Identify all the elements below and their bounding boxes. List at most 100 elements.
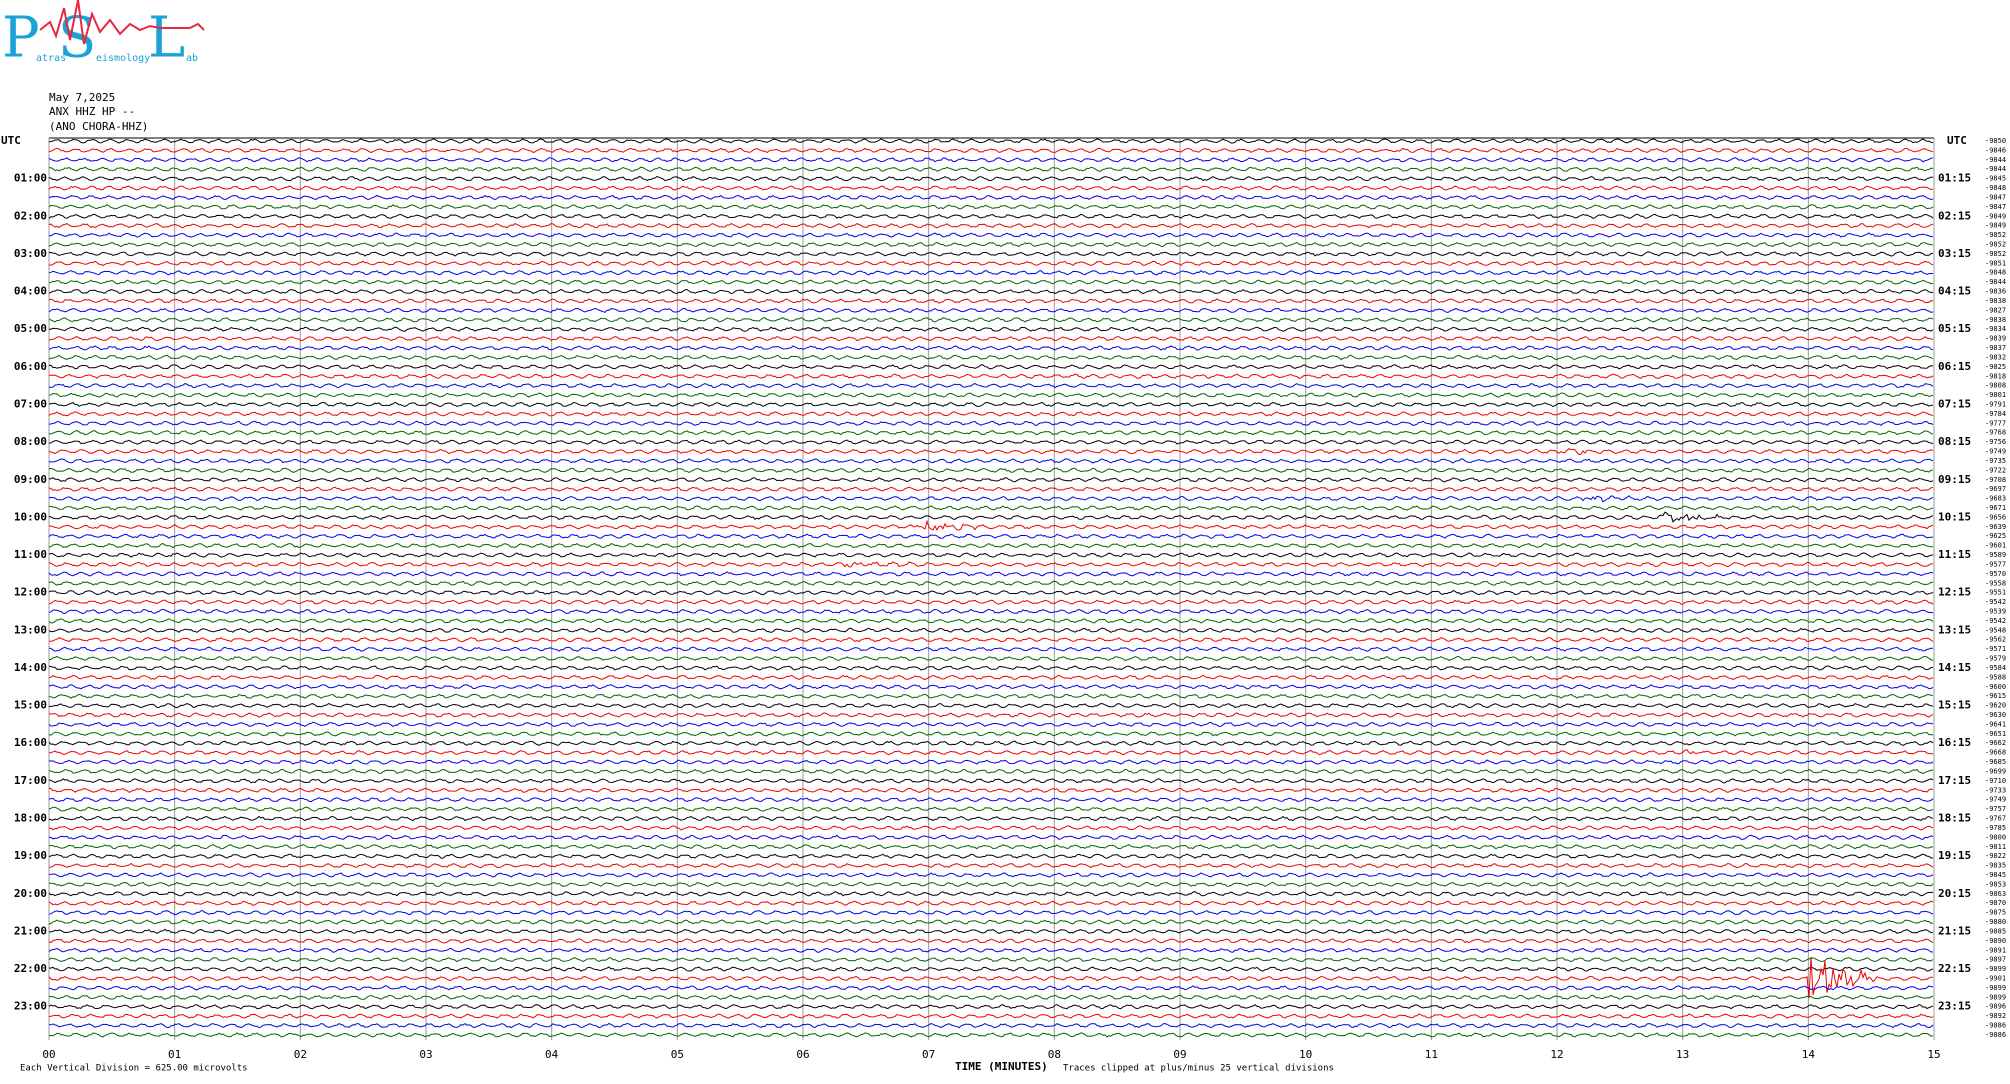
left-axis-title: UTC [1, 134, 21, 147]
left-time-label: 03:00 [14, 247, 47, 260]
offset-label: -9548 [1985, 626, 2006, 634]
trace [48, 778, 1934, 784]
left-time-label: 15:00 [14, 699, 47, 712]
offset-label: -9837 [1985, 344, 2006, 352]
trace [48, 147, 1934, 154]
offset-label: -9588 [1985, 673, 2006, 681]
offset-label: -9899 [1985, 984, 2006, 992]
trace [48, 467, 1934, 473]
x-tick-label: 07 [922, 1048, 935, 1061]
offset-label: -9749 [1985, 796, 2006, 804]
offset-label: -9844 [1985, 278, 2006, 286]
trace [49, 797, 1934, 803]
trace [48, 938, 1934, 944]
offset-label: -9784 [1985, 410, 2006, 418]
right-time-label: 06:15 [1938, 360, 1971, 373]
x-tick-label: 06 [796, 1048, 809, 1061]
offset-label: -9848 [1985, 184, 2006, 192]
offset-label: -9558 [1985, 579, 2006, 587]
trace [48, 1032, 1934, 1038]
left-time-label: 04:00 [14, 285, 47, 298]
trace [48, 1013, 1934, 1019]
offset-label: -9890 [1985, 937, 2006, 945]
right-time-label: 21:15 [1938, 924, 1971, 937]
offset-label: -9785 [1985, 824, 2006, 832]
trace [48, 768, 1934, 775]
offset-label: -9800 [1985, 833, 2006, 841]
offset-label: -9886 [1985, 1022, 2006, 1030]
right-time-label: 11:15 [1938, 548, 1971, 561]
x-tick-label: 05 [671, 1048, 684, 1061]
left-time-label: 14:00 [14, 661, 47, 674]
offset-label: -9891 [1985, 946, 2006, 954]
logo-word: eismology [96, 53, 150, 64]
offset-label: -9818 [1985, 372, 2006, 380]
left-time-label: 20:00 [14, 887, 47, 900]
trace [48, 627, 1934, 634]
trace [48, 891, 1934, 897]
offset-label: -9656 [1985, 513, 2006, 521]
offset-label: -9899 [1985, 993, 2006, 1001]
offset-label: -9668 [1985, 749, 2006, 757]
offset-label: -9852 [1985, 241, 2006, 249]
trace [48, 1004, 1934, 1010]
trace [48, 655, 1934, 662]
offset-label: -9562 [1985, 636, 2006, 644]
right-time-label: 15:15 [1938, 699, 1971, 712]
offset-label: -9683 [1985, 495, 2006, 503]
trace [48, 383, 1934, 389]
trace [48, 251, 1934, 257]
offset-label: -9848 [1985, 269, 2006, 277]
offset-label: -9589 [1985, 551, 2006, 559]
trace [48, 956, 1934, 999]
offset-label: -9885 [1985, 927, 2006, 935]
offset-label: -9853 [1985, 880, 2006, 888]
trace [48, 731, 1934, 737]
offset-label: -9584 [1985, 664, 2006, 672]
offset-label: -9601 [1985, 542, 2006, 550]
trace [48, 900, 1934, 906]
offset-label: -9896 [1985, 1003, 2006, 1011]
trace [48, 439, 1934, 445]
right-time-label: 14:15 [1938, 661, 1971, 674]
offset-label: -9551 [1985, 589, 2006, 597]
right-time-label: 08:15 [1938, 435, 1971, 448]
left-time-label: 22:00 [14, 962, 47, 975]
trace [48, 693, 1934, 699]
x-tick-label: 10 [1299, 1048, 1312, 1061]
offset-label: -9767 [1985, 815, 2006, 823]
offset-label: -9851 [1985, 259, 2006, 267]
trace [48, 759, 1934, 765]
left-time-label: 08:00 [14, 435, 47, 448]
trace [48, 966, 1934, 972]
offset-label: -9899 [1985, 965, 2006, 973]
trace [48, 176, 1934, 182]
left-time-label: 06:00 [14, 360, 47, 373]
right-time-label: 12:15 [1938, 586, 1971, 599]
offset-label: -9838 [1985, 316, 2006, 324]
date: May 7,2025 [49, 91, 115, 104]
trace [48, 185, 1934, 191]
x-tick-label: 00 [42, 1048, 55, 1061]
offset-label: -9825 [1985, 363, 2006, 371]
offset-label: -9897 [1985, 956, 2006, 964]
right-time-label: 02:15 [1938, 209, 1971, 222]
left-time-label: 10:00 [14, 510, 47, 523]
offset-label: -9625 [1985, 532, 2006, 540]
trace [48, 326, 1934, 332]
offset-label: -9811 [1985, 843, 2006, 851]
offset-label: -9849 [1985, 222, 2006, 230]
trace [48, 862, 1934, 869]
trace [48, 317, 1934, 323]
right-time-label: 22:15 [1938, 962, 1971, 975]
trace [48, 223, 1934, 229]
logo-letter: L [148, 6, 185, 71]
trace [48, 373, 1934, 379]
trace [48, 345, 1934, 351]
offset-label: -9722 [1985, 466, 2006, 474]
offset-label: -9699 [1985, 767, 2006, 775]
trace [48, 834, 1934, 840]
offset-label: -9834 [1985, 325, 2006, 333]
offset-label: -9756 [1985, 438, 2006, 446]
trace [48, 674, 1934, 681]
